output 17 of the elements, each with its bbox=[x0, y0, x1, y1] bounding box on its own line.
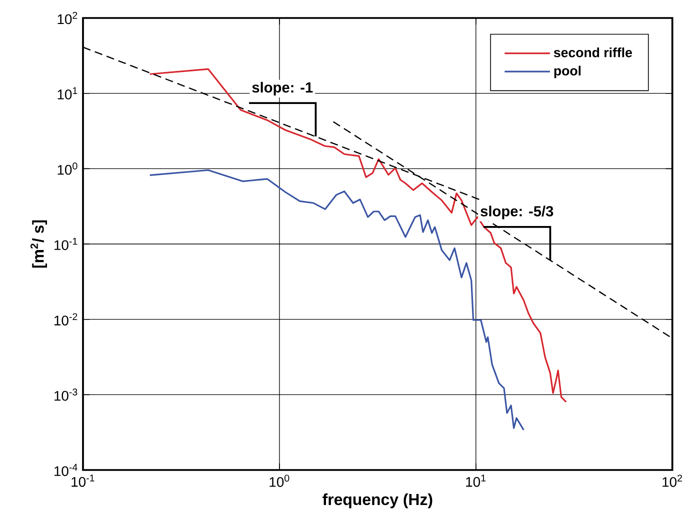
x-tick-label: 10$^{1}$ bbox=[466, 474, 486, 487]
legend-label: pool bbox=[554, 66, 581, 78]
y-tick-label: 10$^{-3}$ bbox=[54, 388, 78, 401]
annotation: slope: -5/3 bbox=[480, 206, 554, 220]
legend-label: second riffle bbox=[554, 48, 632, 58]
annotation: slope: -1 bbox=[252, 82, 313, 96]
y-tick-label: 10$^{2}$ bbox=[58, 12, 78, 24]
y-tick-label: 10$^{-2}$ bbox=[54, 313, 78, 326]
x-axis-title: frequency (Hz) bbox=[322, 493, 432, 508]
y-axis-title: [m$^{2}$/ s] bbox=[30, 220, 47, 268]
y-tick-label: 10$^{1}$ bbox=[58, 87, 78, 100]
y-tick-label: 10$^{-1}$ bbox=[54, 238, 78, 250]
y-tick-label: 10$^{-4}$ bbox=[54, 464, 78, 476]
x-tick-label: 10$^{0}$ bbox=[270, 474, 290, 487]
y-tick-label: 10$^{0}$ bbox=[58, 162, 78, 175]
x-tick-label: 10$^{2}$ bbox=[662, 474, 682, 487]
x-tick-label: 10$^{-1}$ bbox=[72, 474, 94, 487]
